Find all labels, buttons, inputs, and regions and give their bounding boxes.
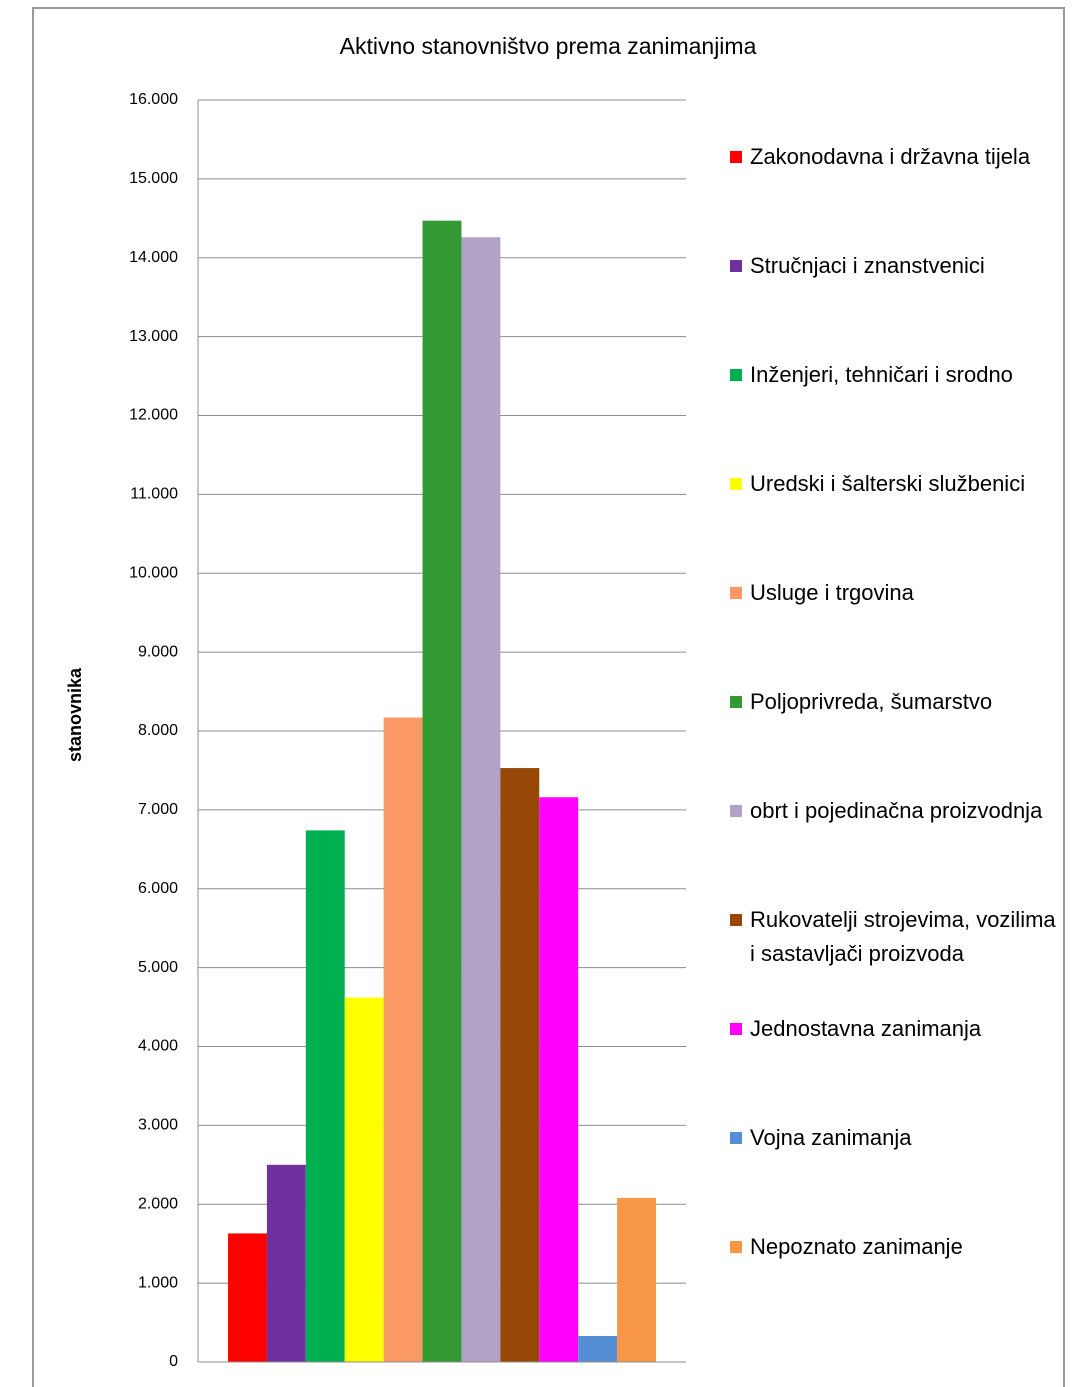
bar: [344, 997, 384, 1362]
legend-swatch: [730, 1023, 742, 1035]
legend-item: Poljoprivreda, šumarstvo: [730, 685, 1065, 719]
bar: [422, 220, 462, 1363]
legend-swatch: [730, 914, 742, 926]
y-tick-label: 5.000: [138, 959, 178, 976]
legend-item: Usluge i trgovina: [730, 576, 1065, 610]
legend-swatch: [730, 1132, 742, 1144]
legend-item: Stručnjaci i znanstvenici: [730, 249, 1065, 283]
legend-item: Inženjeri, tehničari i srodno: [730, 358, 1065, 392]
legend-label: Jednostavna zanimanja: [750, 1016, 982, 1041]
legend-label: Stručnjaci i znanstvenici: [750, 253, 985, 278]
y-tick-label: 11.000: [130, 486, 178, 503]
legend-label: Rukovatelji strojevima, vozilima i sasta…: [750, 907, 1056, 966]
legend-swatch: [730, 1241, 742, 1253]
legend-item: Nepoznato zanimanje: [730, 1230, 1065, 1264]
bar: [539, 797, 579, 1362]
bar: [305, 830, 345, 1362]
y-tick-label: 0: [169, 1353, 178, 1370]
legend-label: Zakonodavna i državna tijela: [750, 144, 1031, 169]
bar: [228, 1233, 267, 1362]
legend-label: Nepoznato zanimanje: [750, 1234, 963, 1259]
bar: [461, 237, 501, 1363]
y-tick-label: 6.000: [138, 880, 178, 897]
y-tick-label: 4.000: [138, 1038, 178, 1055]
legend-label: Poljoprivreda, šumarstvo: [750, 689, 993, 714]
y-tick-label: 15.000: [129, 170, 178, 187]
bar: [383, 717, 423, 1362]
y-tick-label: 1.000: [138, 1274, 178, 1291]
legend-item: Zakonodavna i državna tijela: [730, 140, 1065, 174]
bar: [500, 768, 540, 1362]
legend-swatch: [730, 478, 742, 490]
y-tick-label: 8.000: [138, 722, 178, 739]
chart-title: Aktivno stanovništvo prema zanimanjima: [340, 33, 757, 59]
legend-swatch: [730, 805, 742, 817]
legend-swatch: [730, 696, 742, 708]
legend-item: Rukovatelji strojevima, vozilima i sasta…: [730, 903, 1065, 971]
legend-label: Inženjeri, tehničari i srodno: [750, 362, 1013, 387]
y-tick-label: 2.000: [138, 1195, 178, 1212]
y-tick-label: 14.000: [129, 249, 178, 266]
y-tick-label: 9.000: [138, 643, 178, 660]
legend-item: Uredski i šalterski službenici: [730, 467, 1065, 501]
y-tick-label: 7.000: [138, 801, 178, 818]
legend-item: Jednostavna zanimanja: [730, 1012, 1065, 1046]
y-tick-label: 13.000: [129, 328, 178, 345]
legend-label: Vojna zanimanja: [750, 1125, 912, 1150]
legend-swatch: [730, 369, 742, 381]
legend-swatch: [730, 587, 742, 599]
y-tick-label: 10.000: [129, 564, 178, 581]
y-axis-label: stanovnika: [65, 667, 85, 762]
legend-label: Uredski i šalterski službenici: [750, 471, 1026, 496]
y-tick-label: 12.000: [129, 407, 178, 424]
bar: [617, 1197, 656, 1362]
legend-label: Usluge i trgovina: [750, 580, 914, 605]
legend-swatch: [730, 151, 742, 163]
bar: [578, 1335, 618, 1362]
legend-label: obrt i pojedinačna proizvodnja: [750, 798, 1043, 823]
legend-swatch: [730, 260, 742, 272]
y-tick-label: 3.000: [138, 1117, 178, 1134]
bar: [266, 1164, 306, 1362]
legend-item: obrt i pojedinačna proizvodnja: [730, 794, 1065, 828]
legend-item: Vojna zanimanja: [730, 1121, 1065, 1155]
y-tick-label: 16.000: [129, 91, 178, 108]
